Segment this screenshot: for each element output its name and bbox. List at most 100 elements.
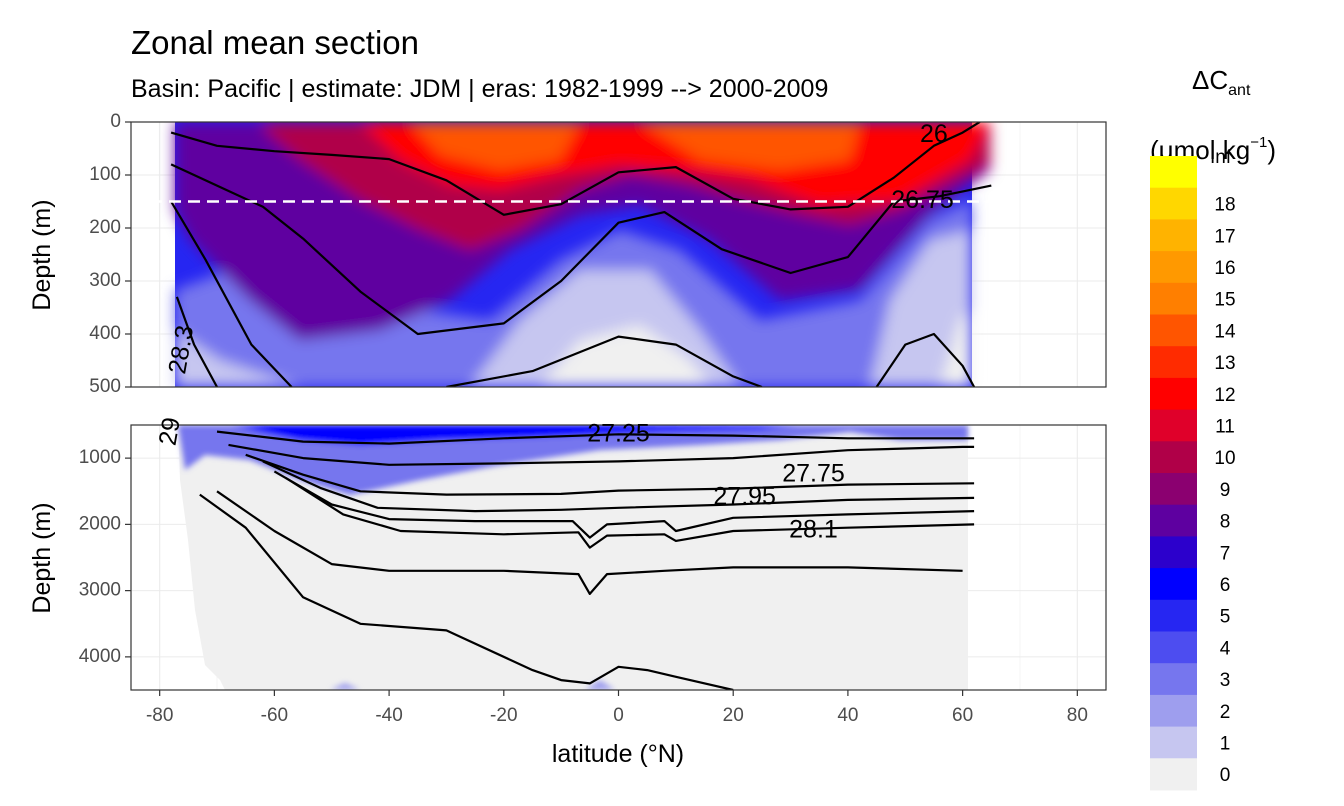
legend-label: 2 xyxy=(1220,702,1231,723)
upper-field-max-region xyxy=(410,122,860,170)
legend-swatch xyxy=(1150,663,1197,696)
upper-panel-field xyxy=(175,122,990,387)
x-axis-tick-label: -80 xyxy=(146,705,173,726)
chart-subtitle: Basin: Pacific | estimate: JDM | eras: 1… xyxy=(131,75,829,103)
lower-panel-field xyxy=(178,425,968,690)
isopycnal-contour xyxy=(245,453,975,496)
legend-units-superscript: −1 xyxy=(1250,134,1268,151)
legend-label: 18 xyxy=(1214,195,1235,216)
legend-label: 12 xyxy=(1214,385,1235,406)
x-axis-tick-label: 20 xyxy=(723,705,744,726)
isopycnal-contour xyxy=(170,163,992,336)
isopycnal-contour xyxy=(875,332,976,387)
isopycnal-contour xyxy=(199,493,734,690)
legend-label: 15 xyxy=(1214,290,1235,311)
legend-title-subscript: ant xyxy=(1228,82,1251,99)
y-axis-tick-label: 3000 xyxy=(79,580,121,601)
contour-label: 27.75 xyxy=(782,459,845,487)
x-axis-tick-label: -60 xyxy=(261,705,288,726)
y-axis-tick-label: 0 xyxy=(110,111,121,132)
isopycnal-contour xyxy=(170,122,981,216)
contour-label: 27.95 xyxy=(713,482,776,510)
lower-field-bottom-blue xyxy=(330,680,615,690)
legend-swatch xyxy=(1150,282,1197,315)
isopycnal-contour xyxy=(216,430,975,445)
isopycnal-contour xyxy=(273,470,975,539)
contour-label: 28.1 xyxy=(789,516,838,544)
legend-swatch xyxy=(1150,631,1197,664)
legend-label: 3 xyxy=(1220,670,1231,691)
legend-label: 11 xyxy=(1215,416,1235,437)
x-axis-tick-label: 0 xyxy=(613,705,624,726)
chart-title: Zonal mean section xyxy=(131,24,419,61)
legend-title-main: ΔC xyxy=(1192,65,1229,95)
legend-label: 0 xyxy=(1220,765,1231,786)
axes: -80 -60 -40 -20 0 20 40 60 80 0 100 200 300 400 500 100… xyxy=(79,111,1088,726)
legend-label: 8 xyxy=(1220,512,1231,533)
x-axis-tick-label: -40 xyxy=(375,705,402,726)
upper-panel-border xyxy=(130,121,1107,388)
legend-label: 13 xyxy=(1214,353,1235,374)
contour-label: 26 xyxy=(920,120,948,148)
legend-swatch xyxy=(1150,694,1197,728)
isopycnal-contour xyxy=(446,335,763,387)
x-axis-title: latitude (°N) xyxy=(552,740,684,768)
legend-label: 1 xyxy=(1220,733,1231,754)
y-axis-tick-label: 1000 xyxy=(79,447,121,468)
upper-field-very-low-region xyxy=(175,230,972,387)
legend-label: 4 xyxy=(1220,638,1231,659)
x-axis-tick-label: -20 xyxy=(490,705,517,726)
legend-label: 6 xyxy=(1220,575,1231,596)
legend-swatch xyxy=(1150,504,1197,537)
y-axis-tick-label: 500 xyxy=(89,376,121,397)
y-axis-tick-label: 2000 xyxy=(79,513,121,534)
isopycnal-contour xyxy=(170,200,293,387)
lower-field-deep-blue-band xyxy=(230,425,800,445)
contour-label: 29 xyxy=(154,415,186,447)
legend-title: ΔCant (μmol kg−1) xyxy=(1150,54,1340,176)
legend-swatch xyxy=(1150,219,1197,252)
legend-label: 14 xyxy=(1214,321,1236,342)
y-axis-title-upper: Depth (m) xyxy=(28,199,56,310)
y-axis-tick-label: 200 xyxy=(89,217,121,238)
legend-units-suffix: ) xyxy=(1267,135,1276,165)
y-axis-tick-label: 100 xyxy=(89,164,121,185)
x-axis-tick-label: 60 xyxy=(952,705,973,726)
legend-swatch xyxy=(1150,568,1197,601)
legend-swatch xyxy=(1150,599,1197,632)
legend-swatch xyxy=(1150,409,1197,442)
legend-swatch xyxy=(1150,758,1197,791)
y-axis-title-lower: Depth (m) xyxy=(28,502,56,613)
isopycnal-contour xyxy=(228,443,975,466)
upper-field-zero-region xyxy=(540,310,972,387)
isopycnal-contour xyxy=(262,460,975,513)
legend-label: 10 xyxy=(1214,448,1235,469)
legend-label: 5 xyxy=(1220,607,1231,628)
y-axis-tick-label: 400 xyxy=(89,323,121,344)
legend-label: 7 xyxy=(1220,543,1231,564)
isopycnal-contour xyxy=(285,477,975,549)
legend-swatch xyxy=(1150,726,1197,759)
contour-label: 27.25 xyxy=(587,420,650,448)
contour-label: 26.75 xyxy=(891,186,954,214)
legend-label: 17 xyxy=(1214,226,1235,247)
y-axis-tick-label: 300 xyxy=(89,270,121,291)
y-axis-tick-label: 4000 xyxy=(79,646,121,667)
legend-swatch xyxy=(1150,473,1197,506)
legend-swatch xyxy=(1150,251,1197,284)
legend-swatch xyxy=(1150,536,1197,569)
legend-label: Inf xyxy=(1210,147,1232,168)
isopycnal-contour xyxy=(216,490,963,595)
legend-swatch xyxy=(1150,377,1197,411)
legend-label: 16 xyxy=(1214,258,1235,279)
upper-isopycnal-contours xyxy=(170,122,992,387)
legend-swatch xyxy=(1150,314,1197,347)
legend-label: 9 xyxy=(1220,480,1231,501)
legend-swatch xyxy=(1150,346,1197,379)
isopycnal-contour xyxy=(175,296,218,387)
legend-swatch xyxy=(1150,187,1197,220)
legend-swatch xyxy=(1150,441,1197,474)
